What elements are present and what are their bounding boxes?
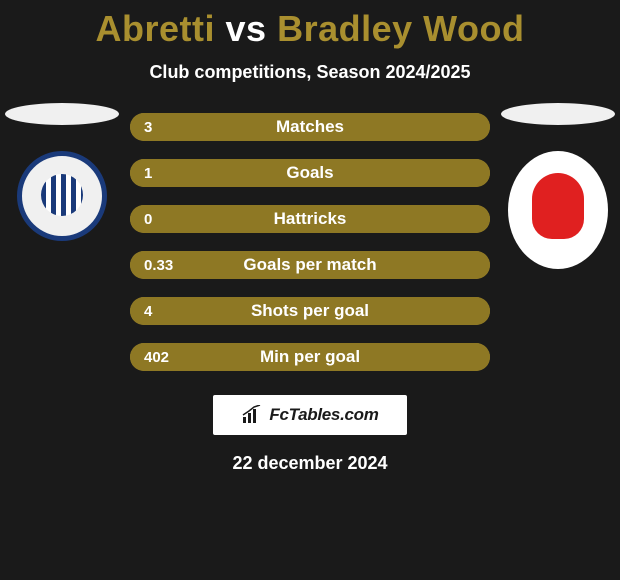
stat-label: Matches (130, 117, 490, 137)
stat-row: 0.33Goals per match (130, 251, 490, 279)
fctables-logo: FcTables.com (213, 395, 407, 435)
player2-club-badge (508, 151, 608, 269)
season-subtitle: Club competitions, Season 2024/2025 (0, 62, 620, 83)
comparison-title: Abretti vs Bradley Wood (0, 0, 620, 50)
vs-word: vs (226, 8, 267, 49)
stat-row: 3Matches (130, 113, 490, 141)
fctables-logo-text: FcTables.com (269, 405, 378, 425)
fctables-chart-icon (241, 405, 263, 425)
stat-row: 0Hattricks (130, 205, 490, 233)
stat-rows: 3Matches 1Goals 0Hattricks 0.33Goals per ma… (130, 113, 490, 371)
player2-avatar-placeholder (501, 103, 615, 125)
footer-date: 22 december 2024 (0, 453, 620, 474)
player1-name: Abretti (96, 8, 216, 49)
stat-label: Goals (130, 163, 490, 183)
stat-row: 1Goals (130, 159, 490, 187)
stat-row: 402Min per goal (130, 343, 490, 371)
stat-label: Hattricks (130, 209, 490, 229)
stat-label: Shots per goal (130, 301, 490, 321)
stat-label: Min per goal (130, 347, 490, 367)
player1-avatar-placeholder (5, 103, 119, 125)
player2-name: Bradley Wood (277, 8, 524, 49)
comparison-content: 3Matches 1Goals 0Hattricks 0.33Goals per ma… (0, 113, 620, 474)
player1-side (5, 103, 119, 241)
stat-row: 4Shots per goal (130, 297, 490, 325)
player2-side (501, 103, 615, 269)
player1-club-badge (17, 151, 107, 241)
stat-label: Goals per match (130, 255, 490, 275)
